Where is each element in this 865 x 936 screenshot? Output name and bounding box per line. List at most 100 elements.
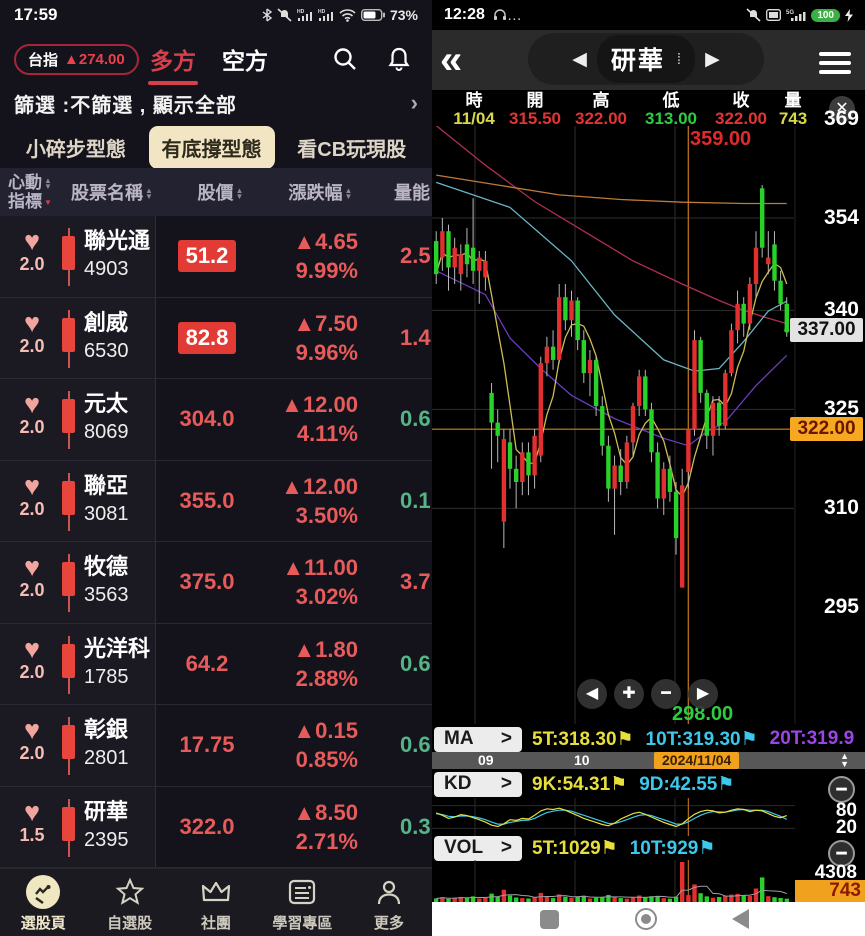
header-change[interactable]: 漲跌幅 ▲ ▼	[288, 183, 353, 203]
header-price[interactable]: 股價 ▲ ▼	[197, 183, 244, 203]
header-volume[interactable]: 量能	[394, 183, 430, 203]
nav-item-自選股[interactable]: 自選股	[86, 869, 172, 936]
nav-item-更多[interactable]: 更多	[346, 869, 432, 936]
ma-indicator-row: MA > 5T:318.30⚑ 10T:319.30⚑ 20T:319.9	[432, 726, 865, 752]
vol-button[interactable]: VOL >	[434, 835, 522, 861]
prev-symbol-icon[interactable]: ◀	[572, 48, 587, 70]
info-value: 313.00	[645, 109, 697, 128]
candlestick-chart[interactable]	[432, 125, 865, 726]
table-row[interactable]: ♥ 1.5 研華 2395 322.0 ▲8.50 2.71% 0.3	[0, 786, 432, 868]
bell-icon[interactable]	[386, 46, 412, 72]
filter-bar[interactable]: 篩選 :不篩選 , 顯示全部 ›	[0, 88, 432, 118]
nav-label: 選股頁	[20, 915, 66, 932]
heart-rating: ♥ 2.0	[10, 472, 54, 520]
indicator-value: 10T:929⚑	[629, 837, 716, 859]
info-label: 高	[592, 91, 610, 110]
table-row[interactable]: ♥ 2.0 光洋科 1785 64.2 ▲1.80 2.88% 0.6	[0, 623, 432, 705]
next-symbol-icon[interactable]: ▶	[705, 48, 720, 70]
strategy-chip-2[interactable]: 看CB玩現股	[297, 138, 407, 161]
info-label: 量	[784, 91, 802, 110]
table-row[interactable]: ♥ 2.0 聯亞 3081 355.0 ▲12.00 3.50% 0.1	[0, 460, 432, 542]
bottom-nav: 選股頁 自選股 社團 學習專區 更多	[0, 868, 432, 936]
back-icon[interactable]: «	[440, 38, 462, 82]
tab-bull[interactable]: 多方	[148, 42, 198, 85]
collapse-kd-icon[interactable]: ━	[828, 776, 855, 803]
heart-score: 2.0	[19, 498, 45, 519]
chart-header: « ◀ 研華 ⁞ ▶	[432, 30, 865, 90]
pan-left-icon[interactable]: ◀	[577, 679, 607, 709]
stock-name: 元太	[84, 391, 129, 416]
more-dots-icon: ⁞	[676, 50, 682, 68]
row-left-section	[0, 460, 156, 541]
table-row[interactable]: ♥ 2.0 創威 6530 82.8 ▲7.50 9.96% 1.4	[0, 297, 432, 379]
crown-icon	[199, 875, 233, 909]
heart-score: 2.0	[19, 417, 45, 437]
nav-item-社團[interactable]: 社團	[173, 869, 259, 936]
nav-item-學習專區[interactable]: 學習專區	[259, 869, 345, 936]
home-icon[interactable]	[635, 908, 657, 930]
collapse-vol-icon[interactable]: ━	[828, 840, 855, 867]
search-icon[interactable]	[332, 46, 358, 72]
symbol-pill[interactable]: 研華 ⁞	[596, 35, 696, 83]
stock-change: ▲12.00 4.11%	[281, 392, 358, 447]
index-badge[interactable]: 台指 ▲274.00	[14, 43, 139, 75]
candle-icon	[62, 228, 76, 286]
table-row[interactable]: ♥ 2.0 元太 8069 304.0 ▲12.00 4.11% 0.6	[0, 379, 432, 461]
volume-ratio: 1.4	[400, 324, 431, 350]
bluetooth-icon	[262, 8, 272, 22]
tab-bear[interactable]: 空方	[222, 48, 268, 74]
timeline-bar[interactable]: 2024/11/04 ▲ ▼ 09 10	[432, 752, 865, 769]
y-axis-tick: 325	[823, 397, 859, 421]
table-row[interactable]: ♥ 2.0 牧德 3563 375.0 ▲11.00 3.02% 3.7	[0, 542, 432, 624]
learning-icon	[285, 875, 319, 909]
table-row[interactable]: ♥ 2.0 彰銀 2801 17.75 ▲0.15 0.85% 0.6	[0, 705, 432, 787]
android-back-icon[interactable]	[732, 909, 749, 929]
zoom-in-icon[interactable]: ✚	[614, 679, 644, 709]
side-tabs: 多方 空方	[148, 34, 268, 85]
strategy-chip-1[interactable]: 有底撐型態	[148, 125, 275, 169]
scroll-indicator-icon[interactable]: ▲ ▼	[840, 751, 849, 769]
volume-ratio: 0.3	[400, 813, 431, 839]
y-axis-tick: 340	[823, 298, 859, 322]
row-left-section	[0, 297, 156, 378]
kd-scale-label: 80	[835, 800, 857, 821]
header-stock-name[interactable]: 股票名稱 ▲ ▼	[71, 183, 153, 203]
right-clock: 12:28	[444, 6, 485, 23]
info-label: 收	[732, 91, 750, 110]
candle-icon	[62, 554, 76, 612]
main-chart-svg	[432, 125, 796, 724]
close-icon[interactable]: ✕	[829, 96, 855, 122]
chevron-right-icon: ›	[410, 90, 418, 115]
kd-button[interactable]: KD >	[434, 771, 522, 797]
pan-right-icon[interactable]: ▶	[688, 679, 718, 709]
stock-price: 375.0	[179, 569, 235, 595]
indicator-value: 9K:54.31⚑	[532, 773, 628, 795]
stock-code: 3563	[84, 584, 129, 606]
vibrate-icon	[277, 8, 292, 22]
candle-icon	[62, 309, 76, 368]
indicator-value: 10T:319.30⚑	[645, 728, 758, 750]
menu-icon[interactable]	[819, 47, 851, 79]
stock-code: 6530	[84, 339, 129, 362]
table-header: 心動 ▲ ▼ 指標 ▼ 股票名稱 ▲ ▼ 股價 ▲ ▼ 漲跌幅 ▲ ▼ 量能	[0, 168, 432, 216]
recents-icon[interactable]	[540, 910, 559, 929]
volume-ratio: 3.7	[400, 569, 431, 595]
strategy-chip-0[interactable]: 小碎步型態	[25, 138, 126, 161]
nav-item-選股頁[interactable]: 選股頁	[0, 869, 86, 936]
zoom-out-icon[interactable]: ━	[651, 679, 681, 709]
row-left-section	[0, 379, 156, 460]
battery-full-icon: 100	[811, 8, 840, 22]
y-axis-tick: 295	[823, 595, 859, 619]
volume-selected-label: 743	[795, 880, 865, 903]
row-left-section	[0, 786, 156, 867]
info-value: 322.00	[715, 109, 767, 128]
header-heart-index[interactable]: 心動 ▲ ▼ 指標 ▼	[8, 173, 52, 211]
index-name: 台指	[28, 51, 59, 69]
ma-button[interactable]: MA >	[434, 726, 522, 752]
stock-identity: 創威 6530	[84, 309, 129, 365]
symbol-title: 研華	[610, 47, 665, 75]
battery-percent: 73%	[389, 7, 418, 23]
table-row[interactable]: ♥ 2.0 聯光通 4903 51.2 ▲4.65 9.99% 2.5	[0, 216, 432, 298]
info-col-2: 高 322.00	[568, 92, 634, 128]
ohlc-info-row: ✕ 時 11/04 開 315.50 高 322.00 低 313.00 收 322.00 量 743	[432, 90, 865, 128]
